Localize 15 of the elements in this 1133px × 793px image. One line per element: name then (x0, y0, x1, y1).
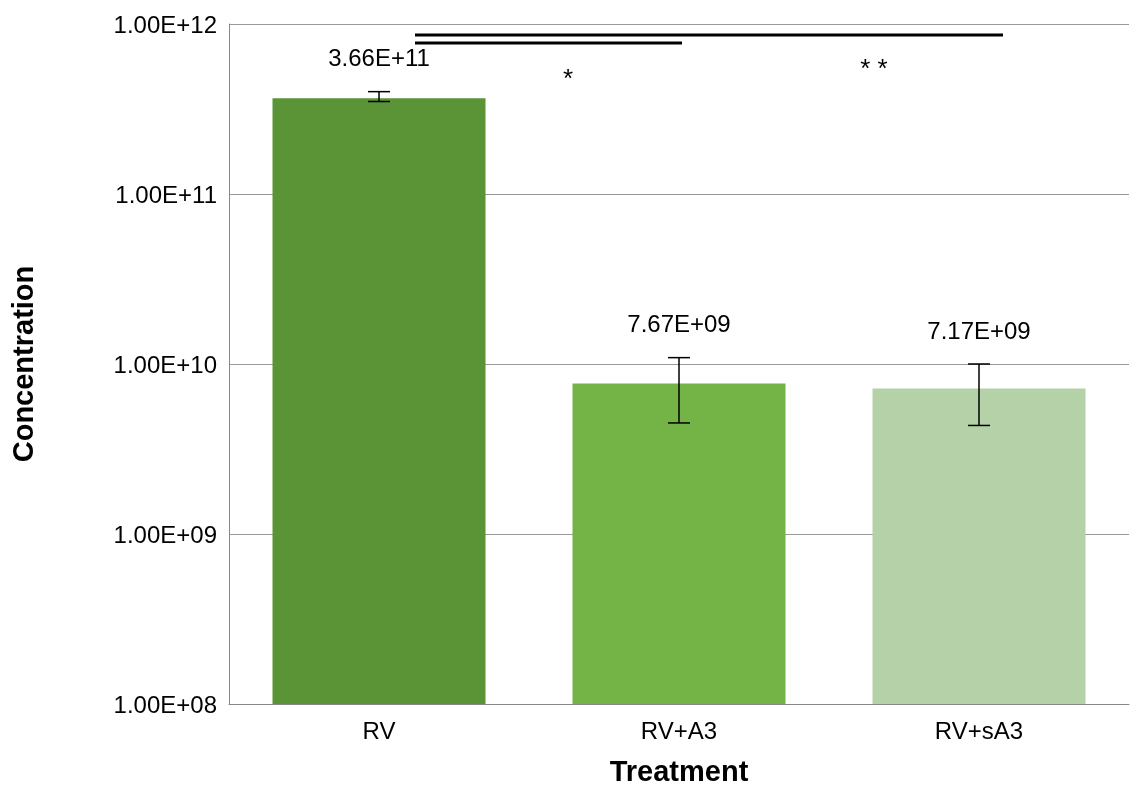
y-tick-label: 1.00E+11 (115, 180, 217, 208)
x-axis-title: Treatment (609, 754, 749, 787)
annotation: * * (860, 53, 888, 83)
x-tick-label: RV+A3 (640, 716, 718, 744)
x-tick-label: RV+sA3 (934, 716, 1024, 744)
y-tick-label: 1.00E+09 (113, 520, 217, 548)
data-label: 3.66E+11 (328, 44, 430, 72)
x-tick-label: RV (362, 716, 396, 744)
annotation: * (562, 63, 574, 93)
y-tick-label: 1.00E+10 (113, 350, 217, 378)
data-label: 7.67E+09 (627, 310, 731, 338)
data-label: 7.17E+09 (927, 316, 1031, 344)
y-tick-label: 1.00E+08 (113, 690, 217, 718)
y-axis-title: Concentration (6, 265, 39, 463)
y-tick-label: 1.00E+12 (113, 10, 217, 38)
